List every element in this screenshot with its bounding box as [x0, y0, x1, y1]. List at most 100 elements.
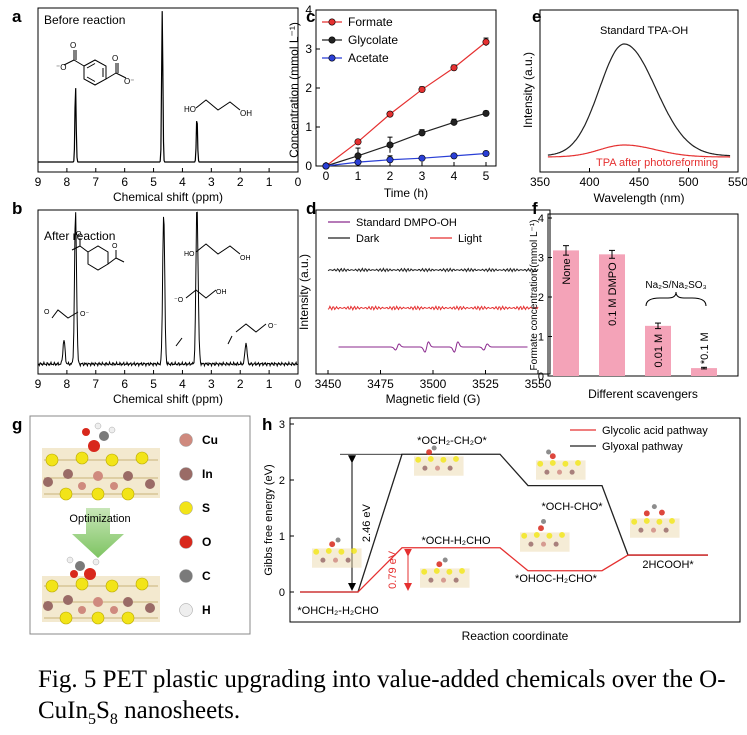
svg-text:⁻O: ⁻O: [174, 297, 184, 304]
group-brace: [645, 291, 707, 307]
state-label-final: 2HCOOH*: [642, 559, 694, 571]
svg-text:O: O: [70, 41, 76, 50]
caption-main: Fig. 5 PET plastic upgrading into value-…: [38, 666, 726, 724]
panel-letter-b: b: [12, 199, 22, 218]
svg-text:O: O: [44, 309, 50, 316]
svg-text:⁻O: ⁻O: [56, 63, 66, 72]
x-axis-label-e: Wavelength (nm): [594, 191, 685, 205]
x-tick-label-1-5: 4: [179, 377, 186, 391]
c-x-tick-label-3: 3: [419, 169, 426, 183]
x-axis-label-c: Time (h): [384, 186, 428, 200]
svg-text:OH: OH: [240, 109, 252, 118]
c-point-2-0: [322, 162, 330, 170]
panel-h-energy-profile: h 0 1 2 3 Glycolic acid pathway Glyoxal path…: [262, 415, 741, 643]
x-tick-label-0-0: 9: [35, 175, 42, 189]
f-bar-0: [553, 250, 579, 376]
d-x-tick-label-1: 3475: [367, 377, 394, 391]
x-axis-label-d: Magnetic field (G): [386, 392, 481, 406]
y-axis-label-e: Intensity (a.u.): [521, 52, 535, 128]
state-label-ohoc-h2cho: *OHOC-H₂CHO*: [515, 573, 598, 585]
panel-letter-g: g: [12, 415, 22, 434]
x-tick-label-0-9: 0: [295, 175, 302, 189]
atom-legend-label-cu: Cu: [202, 433, 218, 447]
x-tick-label-1-0: 9: [35, 377, 42, 391]
optimization-label: Optimization: [69, 513, 130, 525]
x-axis-label-b: Chemical shift (ppm): [113, 392, 223, 406]
c-legend-label-0: Formate: [348, 15, 393, 29]
f-bar-label-2: 0.01 M: [653, 334, 665, 368]
c-y-tick-label-4: 4: [305, 3, 312, 17]
d-legend-label-1: Dark: [356, 233, 380, 245]
y-axis-label-f: Formate concentration (mmol L⁻¹): [529, 220, 540, 371]
c-point-1-2: [386, 141, 394, 149]
plot-frame-b: [37, 209, 299, 375]
plot-frame-a: [37, 7, 299, 173]
svg-text:OH: OH: [216, 289, 227, 296]
glycolic-pathway-line: [300, 547, 708, 593]
e-x-tick-label-1: 400: [579, 175, 599, 189]
c-x-tick-label-0: 0: [323, 169, 330, 183]
c-series-line-2: [325, 152, 487, 167]
epr-dark-line: [327, 267, 539, 273]
plot-frame-f: [547, 213, 739, 377]
caption-mid: S: [96, 697, 110, 724]
curve-label-after: TPA after photoreforming: [596, 157, 718, 169]
svg-text:OH: OH: [240, 255, 251, 262]
curve-label-standard: Standard TPA-OH: [600, 25, 688, 37]
c-point-1-4: [450, 118, 458, 126]
figure-caption: Fig. 5 PET plastic upgrading into value-…: [38, 664, 738, 735]
x-tick-label-1-4: 5: [150, 377, 157, 391]
c-point-1-3: [418, 129, 426, 137]
legend-h: Glycolic acid pathway Glyoxal pathway: [570, 425, 708, 453]
glyoxal-pathway-line: [300, 453, 708, 593]
x-tick-label-0-8: 1: [266, 175, 273, 189]
tpa-after-curve: [547, 144, 731, 158]
c-point-2-4: [450, 152, 458, 160]
svg-text:HO: HO: [184, 105, 196, 114]
structure-frame: [29, 415, 251, 635]
x-ticks-a: 9 8 7 6 5 4 3 2 1 0: [35, 168, 302, 189]
h-y-tick-label-1: 1: [279, 531, 285, 543]
e-x-tick-label-2: 450: [629, 175, 649, 189]
c-y-tick-label-0: 0: [305, 159, 312, 173]
svg-text:O: O: [76, 231, 82, 238]
c-point-1-1: [354, 152, 362, 160]
figure-canvas: a Before reaction 9 8 7 6 5 4 3 2 1 0 Chemical sh…: [12, 3, 747, 643]
panel-b-nmr-after: b After reaction 9 8 7 6 5 4 3 2 1 0 Chemical shi…: [12, 199, 302, 406]
c-point-0-3: [418, 86, 426, 94]
x-tick-label-1-7: 2: [237, 377, 244, 391]
atom-legend-marker-o: [179, 535, 193, 549]
epr-light-line: [327, 305, 539, 312]
d-x-tick-label-4: 3550: [525, 377, 552, 391]
panel-a-label: Before reaction: [44, 13, 125, 27]
atom-legend-marker-h: [179, 603, 193, 617]
c-x-tick-label-2: 2: [387, 169, 394, 183]
panel-letter-a: a: [12, 7, 22, 26]
f-bar-1: [599, 254, 625, 376]
x-ticks-d: 3450 3475 3500 3525 3550: [315, 370, 552, 391]
svg-text:O⁻: O⁻: [124, 77, 134, 86]
atom-legend-label-c: C: [202, 569, 211, 583]
f-bar-label-0: None: [561, 258, 573, 284]
e-x-tick-label-4: 550: [728, 175, 747, 189]
state-label-initial: *OHCH₂-H₂CHO: [297, 605, 379, 617]
atom-legend-marker-s: [179, 501, 193, 515]
x-tick-label-1-8: 1: [266, 377, 273, 391]
x-tick-label-0-3: 6: [121, 175, 128, 189]
x-ticks-b: 9 8 7 6 5 4 3 2 1 0: [35, 370, 302, 391]
f-y-tick-label-2: 2: [538, 292, 544, 304]
f-bar-label-3: *0.1 M: [699, 332, 711, 364]
d-x-tick-label-2: 3500: [420, 377, 447, 391]
nmr-spectrum-a: [38, 11, 298, 163]
c-legend-marker-0: [328, 18, 336, 26]
atom-legend-marker-cu: [179, 433, 193, 447]
atom-legend-label-s: S: [202, 501, 210, 515]
d-x-tick-label-0: 3450: [315, 377, 342, 391]
x-axis-label-a: Chemical shift (ppm): [113, 190, 223, 204]
c-point-2-3: [418, 154, 426, 162]
barrier-label-black: 2.46 eV: [361, 503, 373, 542]
h-legend-label-0: Glycolic acid pathway: [602, 425, 708, 437]
panel-e-fluorescence: e Standard TPA-OH TPA after photoreformi…: [521, 7, 747, 205]
barrier-label-red: 0.79 eV: [387, 550, 399, 589]
f-bar-3: [691, 368, 717, 376]
